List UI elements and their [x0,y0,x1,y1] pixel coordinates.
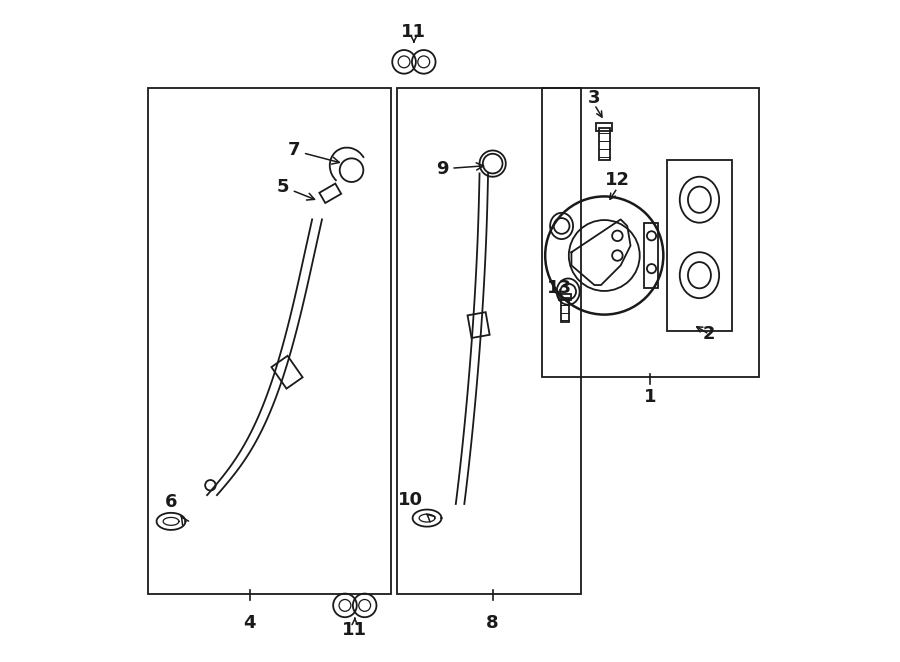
Bar [667,160,733,331]
Text: 9: 9 [436,160,483,178]
Bar [148,88,391,594]
Bar [559,293,571,300]
Text: 5: 5 [276,177,314,200]
Text: 11: 11 [401,23,427,41]
Text: 10: 10 [398,491,435,522]
Text: 13: 13 [547,279,572,297]
Bar [467,312,490,338]
Bar [644,222,658,289]
Bar [597,123,612,131]
Text: 11: 11 [342,621,367,639]
Text: 3: 3 [589,89,600,107]
Text: 4: 4 [244,614,256,632]
Text: 8: 8 [486,614,499,632]
Bar [561,297,569,322]
Bar [320,183,341,203]
Text: 7: 7 [287,142,339,164]
Bar [542,88,759,377]
Bar [398,88,581,594]
Bar [599,128,609,160]
Text: 2: 2 [703,325,716,344]
Text: 12: 12 [605,171,630,189]
Text: 6: 6 [165,493,189,525]
Text: 1: 1 [644,388,656,406]
Bar [272,355,302,389]
